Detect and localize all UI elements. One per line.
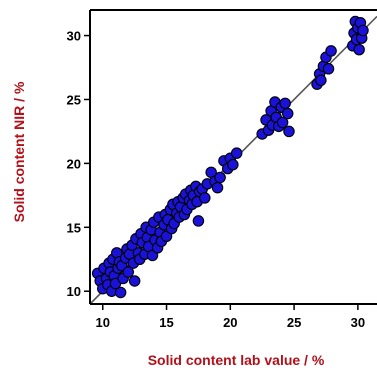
x-tick-label: 30 <box>351 315 365 330</box>
data-points <box>91 15 369 299</box>
x-tick-label: 15 <box>159 315 173 330</box>
data-point <box>230 147 243 159</box>
data-point <box>214 171 226 184</box>
data-point <box>279 97 291 110</box>
data-point <box>128 275 141 287</box>
x-tick-label: 10 <box>96 315 110 330</box>
data-point <box>276 116 289 129</box>
data-point <box>192 215 205 227</box>
y-tick-label: 10 <box>67 284 81 299</box>
plot-frame <box>89 9 377 305</box>
y-tick-label: 15 <box>67 220 81 235</box>
x-tick-label: 25 <box>287 315 301 330</box>
data-point <box>281 107 294 120</box>
x-tick-label: 20 <box>223 315 237 330</box>
data-point <box>114 286 127 299</box>
data-point <box>199 192 211 204</box>
data-point <box>325 45 337 57</box>
data-point <box>283 125 295 138</box>
data-point <box>211 181 224 194</box>
data-point <box>227 158 239 171</box>
y-tick-label: 25 <box>67 92 81 107</box>
data-point <box>122 266 135 278</box>
y-axis-title: Solid content NIR / % <box>11 81 27 222</box>
axis-ticks: 10 15 20 25 30 10 15 20 25 30 <box>67 29 366 330</box>
data-point <box>322 63 335 75</box>
x-axis-title: Solid content lab value / % <box>148 352 325 368</box>
data-point <box>357 24 369 37</box>
y-tick-label: 20 <box>67 156 81 171</box>
y-tick-label: 30 <box>67 29 81 44</box>
data-point <box>315 74 327 87</box>
data-point <box>353 43 365 56</box>
